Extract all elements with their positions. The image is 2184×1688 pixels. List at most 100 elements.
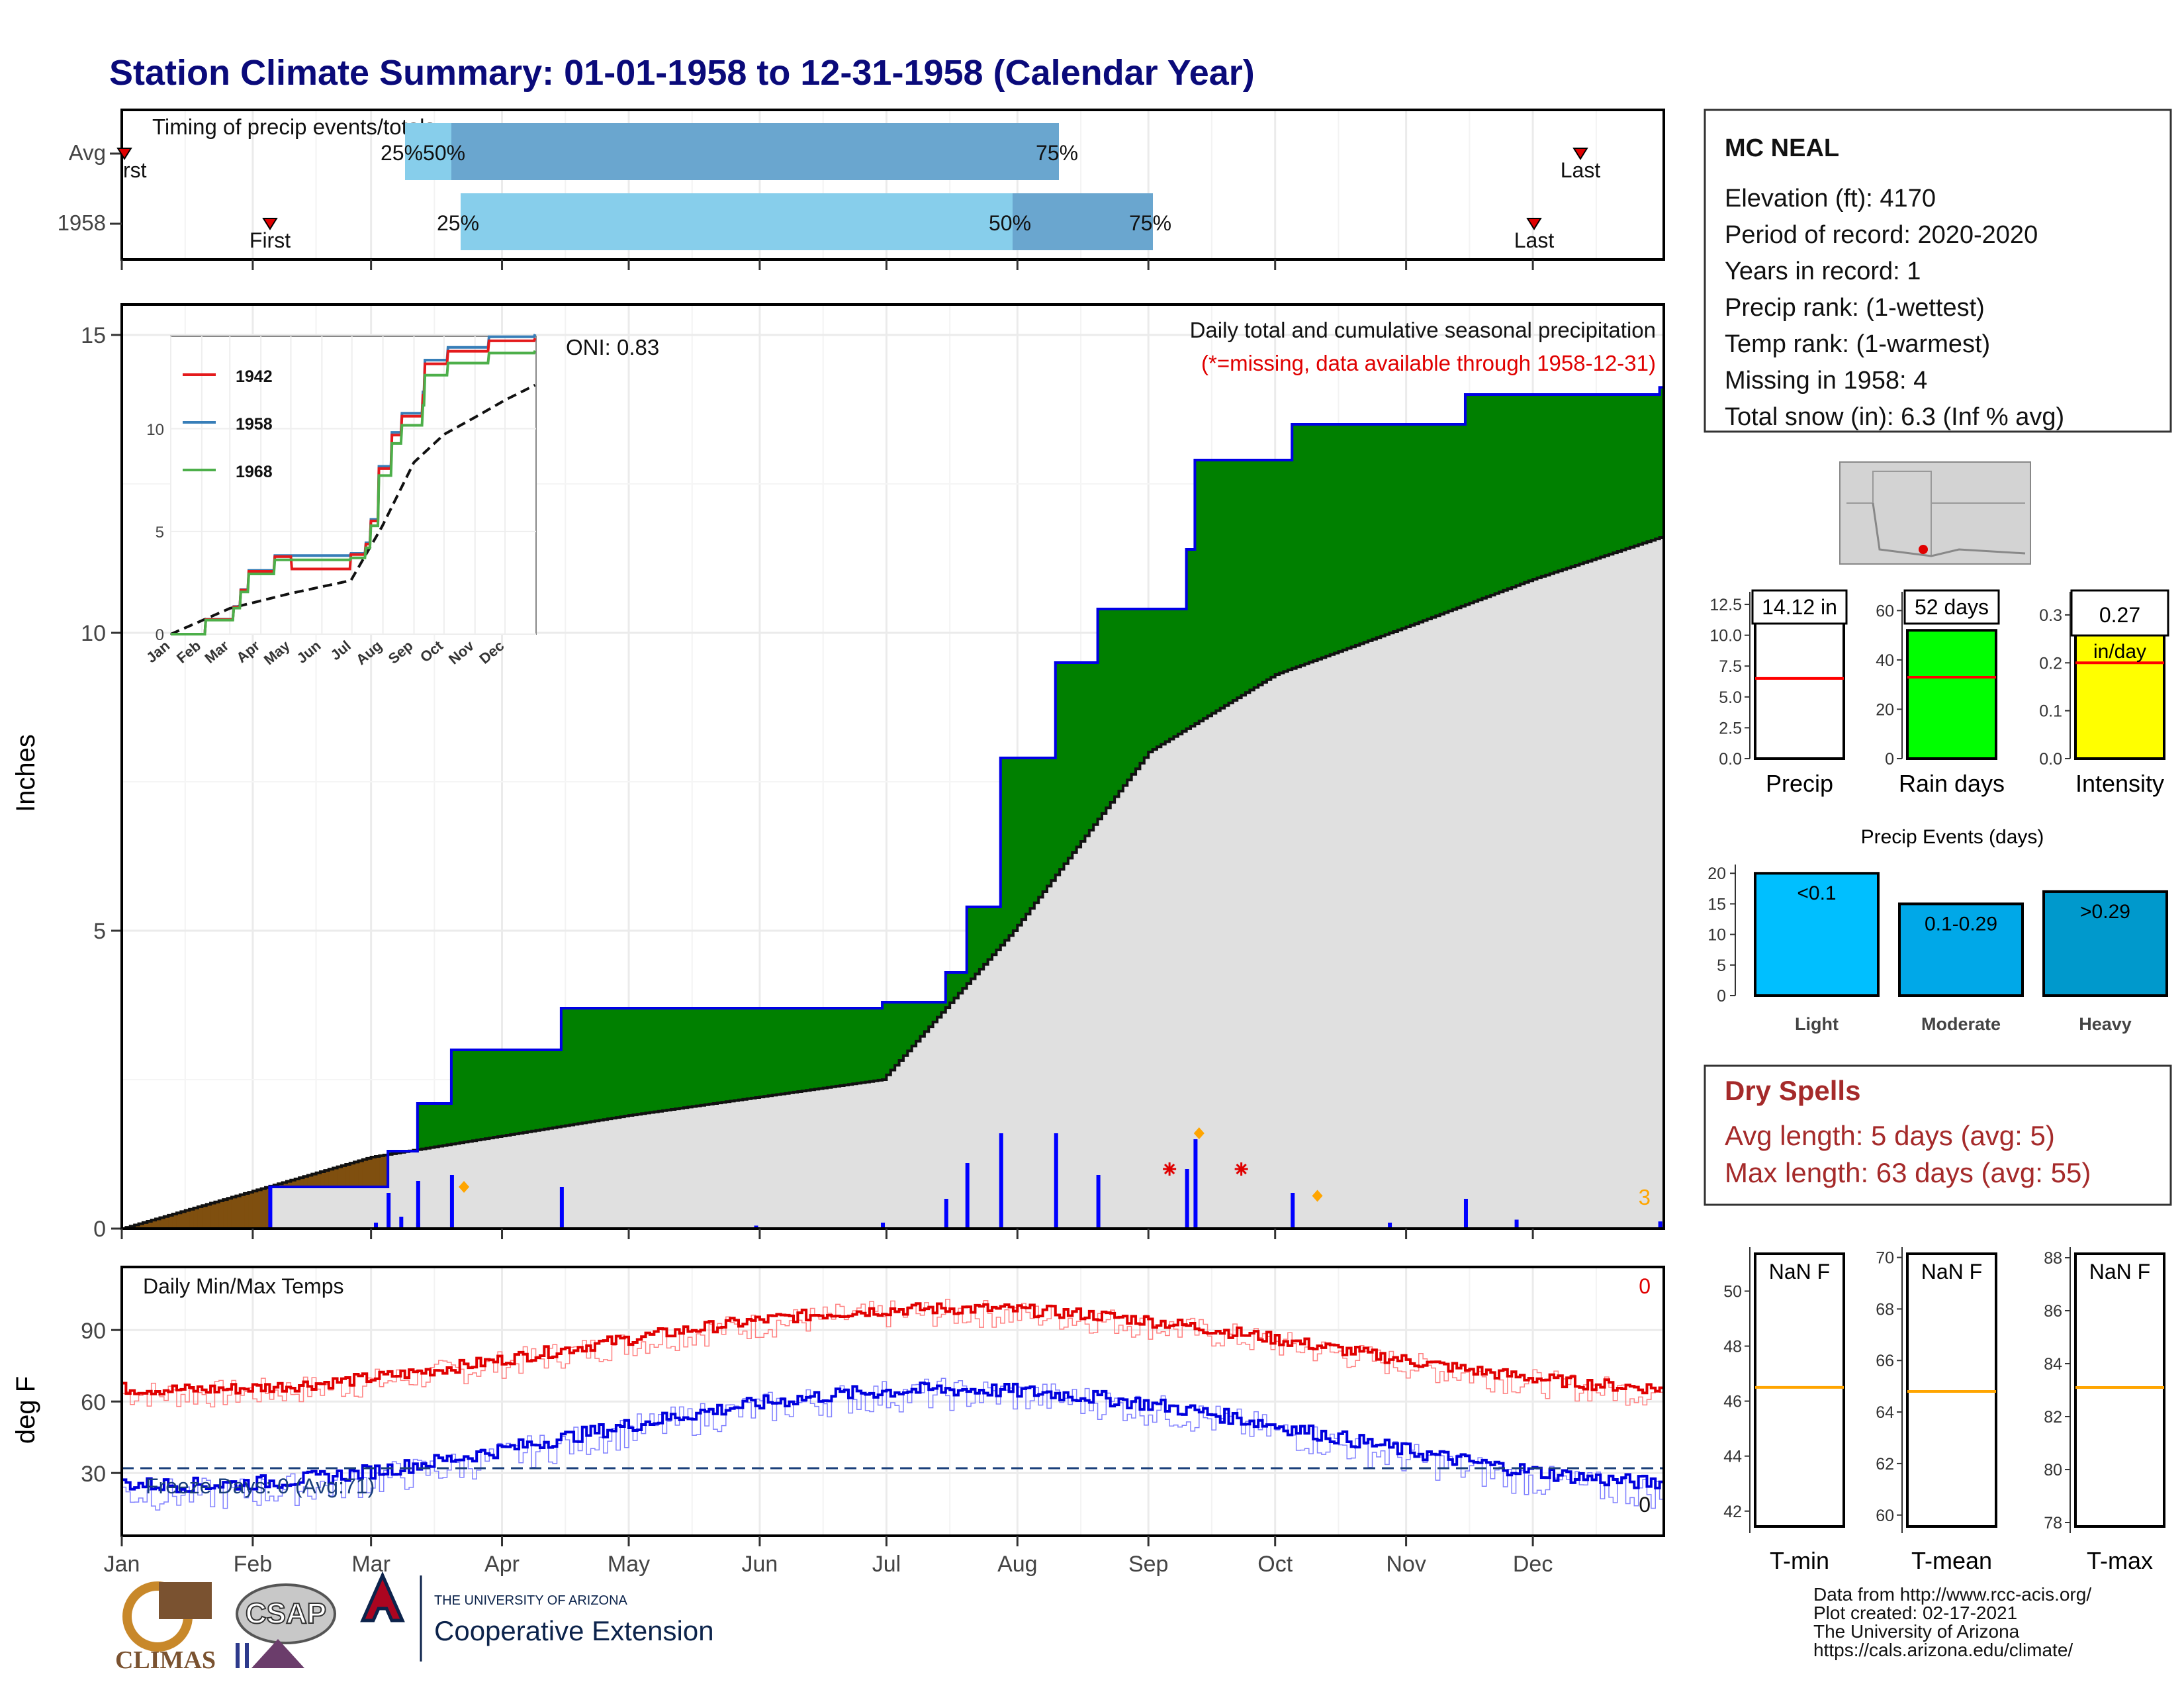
- year-p75-label: 75%: [1129, 211, 1171, 235]
- inset-legend-1968: 1968: [236, 463, 273, 481]
- inset-grid: [170, 336, 536, 635]
- summary-precip-value: 14.12 in: [1762, 595, 1837, 619]
- events-title: Precip Events (days): [1861, 826, 2044, 848]
- temp-bottom-count: 0: [1639, 1493, 1651, 1517]
- dry-spells-box: Dry Spells Avg length: 5 days (avg: 5) M…: [1704, 1064, 2172, 1206]
- temp-top-count: 0: [1639, 1274, 1651, 1298]
- timing-row-year: 1958: [58, 211, 106, 235]
- month-label-jan: Jan: [104, 1552, 140, 1577]
- summary-precip-tick: 7.5: [1719, 657, 1742, 676]
- month-label-jun: Jun: [742, 1552, 778, 1577]
- summary-rain_days-tick: 20: [1876, 700, 1894, 719]
- station-missing: Missing in 1958: 4: [1725, 367, 1927, 395]
- inset-ytick-5: 5: [156, 524, 164, 541]
- station-info-box: MC NEAL Elevation (ft): 4170 Period of r…: [1704, 109, 2172, 433]
- year-p50-label: 50%: [989, 211, 1031, 235]
- month-label-oct: Oct: [1257, 1552, 1293, 1577]
- avg-first-marker: [116, 148, 132, 160]
- temp-box-value: NaN F: [2089, 1260, 2150, 1284]
- year-bar-25-50: [461, 193, 1013, 250]
- events-ytick: 5: [1717, 957, 1726, 975]
- summary-rain-days: 0 20 40 60 52 days Rain days: [1876, 589, 2005, 797]
- events-bar-label-moderate: 0.1-0.29: [1925, 913, 1997, 935]
- timing-panel: Timing of precip events/totals Avg 1958 …: [58, 109, 1665, 261]
- summary-bars: 0.0 2.5 5.0 7.5 10.0 12.5 14.12 in Precip 0 20 40 6…: [1709, 589, 2169, 797]
- temp-box-tick: 60: [1876, 1507, 1894, 1525]
- avg-p75-label: 75%: [1036, 141, 1078, 165]
- temp-box-t-max: 78 80 82 84 86 88 NaN F T-max: [2044, 1247, 2165, 1574]
- station-location-dot: [1919, 545, 1928, 554]
- summary-rain_days-tick: 60: [1876, 602, 1894, 620]
- credit-university: The University of Arizona: [1813, 1621, 2020, 1642]
- avg-bar-50-75: [451, 123, 1059, 180]
- precip-right-count: 3: [1639, 1185, 1651, 1209]
- temp-lines: [122, 1299, 1664, 1511]
- inset-legend-1958: 1958: [236, 415, 273, 434]
- events-bar-light: [1754, 872, 1880, 997]
- temp-box-label: T-max: [2087, 1547, 2153, 1574]
- temp-ytick-90: 90: [81, 1319, 106, 1344]
- summary-rain_days-bar: [1906, 629, 1997, 760]
- avg-last-marker: [1572, 148, 1588, 160]
- daily-precip-bars: [268, 1133, 1662, 1229]
- dry-spells-title: Dry Spells: [1725, 1075, 1860, 1106]
- month-label-aug: Aug: [997, 1552, 1038, 1577]
- events-bar-label-heavy: >0.29: [2080, 901, 2130, 923]
- precip-ytick-0: 0: [93, 1217, 106, 1242]
- temp-panel-label: Daily Min/Max Temps: [143, 1274, 343, 1298]
- month-label-mar: Mar: [351, 1552, 390, 1577]
- csap-logo: CSAP: [236, 1583, 336, 1668]
- summary-precip-tick: 10.0: [1709, 627, 1742, 645]
- temp-box-tick: 42: [1723, 1503, 1742, 1521]
- temp-panel: Daily Min/Max Temps 0 Freeze Days: 0 (Av…: [11, 259, 1665, 1577]
- month-label-nov: Nov: [1386, 1552, 1426, 1577]
- station-elevation: Elevation (ft): 4170: [1725, 185, 1936, 212]
- inset-ytick-0: 0: [156, 626, 164, 644]
- summary-precip: 0.0 2.5 5.0 7.5 10.0 12.5 14.12 in Precip: [1709, 589, 1848, 797]
- events-ytick: 15: [1707, 895, 1726, 914]
- temp-box-tick: 48: [1723, 1338, 1742, 1356]
- summary-precip-tick: 0.0: [1719, 750, 1742, 769]
- temp-box-tick: 86: [2044, 1302, 2062, 1321]
- station-years: Years in record: 1: [1725, 258, 1921, 285]
- avg-bar-25-50: [405, 123, 451, 180]
- year-bar-50-75: [1013, 193, 1153, 250]
- year-last-label: Last: [1514, 228, 1555, 252]
- precip-y-axis: 0 5 10 15: [81, 323, 106, 1242]
- temp-box-tick: 70: [1876, 1249, 1894, 1268]
- logos: CLIMAS CSAP THE UNIVERSITY OF ARIZONA Co…: [115, 1571, 714, 1674]
- month-label-sep: Sep: [1128, 1552, 1169, 1577]
- events-cat-light: Light: [1795, 1014, 1839, 1034]
- avg-first-label: rst: [123, 158, 147, 182]
- temp-y-label: deg F: [11, 1376, 40, 1444]
- dry-spells-max: Max length: 63 days (avg: 55): [1725, 1157, 2091, 1188]
- temp-box-frame: [1754, 1252, 1845, 1528]
- ua-small-text: THE UNIVERSITY OF ARIZONA: [434, 1593, 628, 1608]
- oni-value: ONI: 0.83: [566, 335, 659, 359]
- freeze-days: Freeze Days: 0 (Avg:71): [146, 1474, 375, 1498]
- summary-precip-label: Precip: [1766, 770, 1833, 797]
- temp-box-tick: 62: [1876, 1455, 1894, 1474]
- summary-rain_days-label: Rain days: [1899, 770, 2005, 797]
- summary-precip-tick: 5.0: [1719, 688, 1742, 707]
- year-first-label: First: [250, 228, 291, 252]
- temp-box-label: T-min: [1770, 1547, 1829, 1574]
- precip-ytick-10: 10: [81, 621, 106, 646]
- dry-spells-avg: Avg length: 5 days (avg: 5): [1725, 1120, 2055, 1151]
- temp-box-tick: 82: [2044, 1408, 2062, 1427]
- summary-intensity-tick: 0.2: [2039, 654, 2062, 673]
- inset-legend: 1942 1958 1968: [183, 367, 273, 481]
- temp-box-tick: 44: [1723, 1448, 1742, 1466]
- events-bar-label-light: <0.1: [1797, 882, 1836, 904]
- summary-intensity-tick: 0.1: [2039, 702, 2062, 721]
- temp-box-tick: 50: [1723, 1282, 1742, 1301]
- month-label-apr: Apr: [484, 1552, 520, 1577]
- month-label-feb: Feb: [234, 1552, 273, 1577]
- inset-legend-1942: 1942: [236, 367, 273, 386]
- precip-ytick-5: 5: [93, 919, 106, 944]
- credits: Data from http://www.rcc-acis.org/ Plot …: [1813, 1584, 2091, 1660]
- csap-logo-text: CSAP: [246, 1597, 326, 1630]
- avg-combo-label: 25%50%: [381, 141, 465, 165]
- temp-ytick-30: 30: [81, 1462, 106, 1487]
